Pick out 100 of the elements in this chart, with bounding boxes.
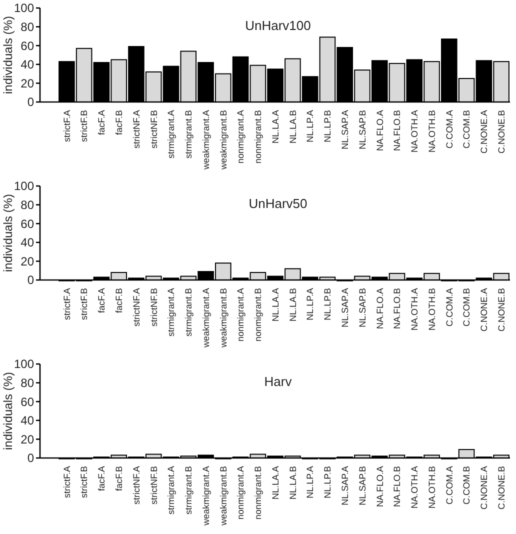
- y-tick-label: 60: [20, 394, 34, 409]
- x-tick-label: strmigrant.A: [166, 110, 176, 159]
- x-tick-label: weakmigrant.A: [200, 466, 211, 527]
- x-tick-label: facF.B: [114, 466, 124, 492]
- x-tick-label: facF.A: [96, 288, 107, 314]
- y-tick-label: 20: [20, 254, 34, 268]
- x-tick-label: NA.FLO.B: [392, 288, 402, 330]
- x-tick-label: nonmigrant.A: [236, 288, 246, 342]
- x-tick-label: strictF.B: [79, 466, 90, 498]
- x-tick-label: NL.SAP.B: [357, 288, 368, 328]
- x-tick-label: NA.OTH.B: [426, 466, 437, 509]
- x-tick-label: NA.OTH.A: [410, 110, 420, 153]
- x-tick-label: C.NONE.A: [479, 288, 490, 332]
- x-tick-label: facF.A: [96, 110, 107, 136]
- x-tick-label: strictNF.B: [148, 466, 159, 505]
- x-tick-label: NL.LP.B: [322, 466, 333, 498]
- x-tick-label: facF.B: [114, 288, 124, 314]
- x-tick-label: NA.FLO.B: [392, 466, 402, 508]
- x-tick-label: NL.LP.A: [305, 110, 316, 142]
- x-tick-label: nonmigrant.B: [253, 288, 264, 342]
- y-tick-label: 60: [20, 216, 34, 231]
- y-tick-label: 40: [20, 58, 34, 72]
- y-tick-label: 60: [20, 38, 34, 53]
- x-tick-label: weakmigrant.B: [218, 288, 228, 349]
- x-tick-label: strmigrant.B: [184, 288, 194, 337]
- x-tick-label: NL.SAP.A: [340, 466, 350, 506]
- x-tick-label: NA.FLO.A: [374, 288, 385, 330]
- x-tick-label: NA.OTH.A: [410, 288, 420, 331]
- x-tick-label: NA.FLO.A: [374, 110, 385, 152]
- y-tick-label: 100: [14, 179, 34, 194]
- x-tick-label: nonmigrant.A: [236, 110, 246, 164]
- x-tick-label: NA.FLO.B: [392, 110, 402, 152]
- x-tick-label: strmigrant.B: [184, 110, 194, 159]
- x-tick-label: nonmigrant.B: [253, 466, 264, 520]
- x-tick-label: facF.B: [114, 110, 124, 136]
- x-tick-label: strictF.A: [62, 288, 72, 320]
- x-tick-label: C.NONE.B: [496, 110, 506, 154]
- x-tick-label: strictNF.A: [131, 466, 142, 505]
- y-tick-label: 0: [27, 451, 34, 466]
- x-tick-label: C.NONE.A: [479, 466, 490, 510]
- x-tick-label: NL.LA.A: [270, 466, 280, 500]
- x-tick-label: C.COM.A: [444, 288, 454, 327]
- x-tick-label: NL.LP.B: [322, 110, 333, 142]
- x-tick-label: nonmigrant.B: [253, 110, 264, 164]
- x-tick-label: C.COM.B: [462, 288, 472, 327]
- y-tick-label: 80: [20, 198, 34, 212]
- x-tick-label: NL.LA.A: [270, 110, 280, 144]
- x-tick-label: C.NONE.B: [496, 466, 506, 510]
- x-tick-label: NA.OTH.B: [426, 110, 437, 153]
- y-tick-label: 0: [27, 273, 34, 288]
- x-tick-label: NL.LP.B: [322, 288, 333, 320]
- y-tick-label: 100: [14, 357, 34, 372]
- x-tick-label: C.COM.A: [444, 466, 454, 505]
- x-tick-label: NL.SAP.A: [340, 288, 350, 328]
- text: Harv: [264, 374, 292, 389]
- y-axis-title: individuals (%): [1, 16, 15, 94]
- y-axis-title: individuals (%): [1, 372, 15, 450]
- x-tick-label: strictF.A: [62, 110, 72, 142]
- y-tick-label: 80: [20, 20, 34, 34]
- y-tick-label: 80: [20, 376, 34, 390]
- y-axis-title: individuals (%): [1, 194, 15, 272]
- x-tick-label: NL.LP.A: [305, 288, 316, 320]
- x-tick-label: NL.LA.B: [288, 110, 298, 144]
- y-tick-label: 40: [20, 236, 34, 250]
- text: UnHarv50: [248, 196, 308, 211]
- x-tick-label: strmigrant.A: [166, 466, 176, 515]
- x-tick-label: NL.LA.B: [288, 466, 298, 500]
- x-tick-label: C.COM.B: [462, 466, 472, 505]
- text: UnHarv100: [245, 18, 311, 33]
- x-tick-label: C.NONE.A: [479, 110, 490, 154]
- x-tick-label: C.NONE.B: [496, 288, 506, 332]
- x-tick-label: strictNF.A: [131, 288, 142, 327]
- x-tick-label: strictNF.A: [131, 110, 142, 149]
- x-tick-label: NL.SAP.B: [357, 110, 368, 150]
- x-tick-label: nonmigrant.A: [236, 466, 246, 520]
- y-tick-label: 40: [20, 414, 34, 428]
- x-tick-label: strictF.B: [79, 288, 90, 320]
- x-tick-label: NL.LA.A: [270, 288, 280, 322]
- x-tick-label: strictF.A: [62, 466, 72, 498]
- x-tick-label: strictF.B: [79, 110, 90, 142]
- x-tick-label: NL.LP.A: [305, 466, 316, 498]
- x-tick-label: NL.SAP.A: [340, 110, 350, 150]
- x-tick-label: NA.FLO.A: [374, 466, 385, 508]
- x-tick-label: weakmigrant.A: [200, 288, 211, 349]
- x-tick-label: NA.OTH.B: [426, 288, 437, 331]
- x-tick-label: weakmigrant.B: [218, 110, 228, 171]
- x-tick-label: NL.LA.B: [288, 288, 298, 322]
- y-tick-label: 100: [14, 1, 34, 16]
- x-tick-label: strictNF.B: [148, 110, 159, 149]
- y-tick-label: 20: [20, 432, 34, 446]
- x-tick-label: C.COM.A: [444, 110, 454, 149]
- y-tick-label: 0: [27, 95, 34, 110]
- x-tick-label: C.COM.B: [462, 110, 472, 149]
- y-tick-label: 20: [20, 76, 34, 90]
- x-tick-label: weakmigrant.A: [200, 110, 211, 171]
- x-tick-label: NL.SAP.B: [357, 466, 368, 506]
- x-tick-label: facF.A: [96, 466, 107, 492]
- x-tick-label: weakmigrant.B: [218, 466, 228, 527]
- x-tick-label: strictNF.B: [148, 288, 159, 327]
- x-tick-label: NA.OTH.A: [410, 466, 420, 509]
